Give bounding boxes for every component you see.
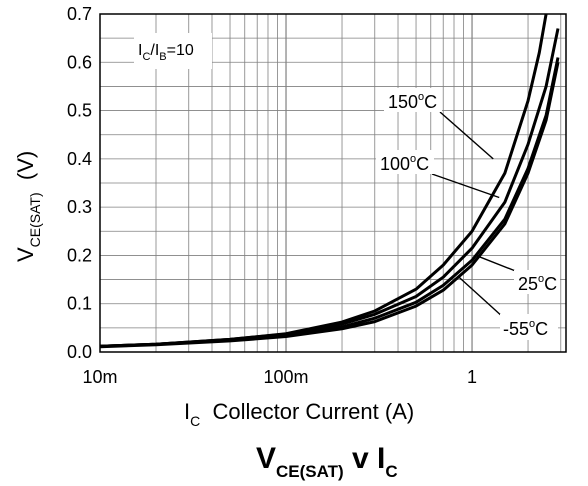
series-label-25-deg: o (538, 273, 544, 285)
series-label-150C: 150oC (384, 88, 442, 112)
chart-title-v: V (256, 442, 276, 475)
chart-title-mid: v I (344, 442, 386, 475)
leader-line-2 (475, 254, 519, 273)
chart-title: VCE(SAT) v IC (256, 442, 398, 481)
x-tick-label: 10m (82, 367, 117, 387)
series-label-minus55-value: -55 (503, 319, 529, 339)
condition-slash: /I (150, 42, 159, 59)
condition-label: IC/IB=10 (138, 42, 194, 63)
series-label-100-unit: C (416, 154, 429, 174)
condition-ib-sub: B (159, 51, 166, 63)
series-line-3 (100, 61, 560, 349)
leader-line-0 (439, 111, 494, 160)
series-label-100-value: 100 (380, 154, 410, 174)
series-label-150-unit: C (424, 92, 437, 112)
x-tick-label: 100m (264, 367, 309, 387)
y-tick-label: 0.0 (67, 342, 92, 362)
y-tick-label: 0.3 (67, 197, 92, 217)
condition-ic: I (138, 42, 142, 59)
label-leaders (431, 111, 519, 319)
y-tick-label: 0.7 (67, 4, 92, 24)
series-label-minus55-unit: C (535, 319, 548, 339)
condition-box (134, 33, 212, 69)
y-axis-label: VCE(SAT) (V) (13, 151, 43, 262)
x-tick-label: 1 (467, 367, 477, 387)
y-tick-label: 0.5 (67, 101, 92, 121)
y-axis-label-unit: (V) (13, 151, 38, 193)
series-label-minus55C: -55oC (500, 314, 558, 340)
y-tick-label: 0.6 (67, 52, 92, 72)
series-label-100-deg: o (410, 153, 416, 165)
condition-value: =10 (167, 42, 194, 59)
series-label-25C: 25oC (514, 270, 560, 294)
y-axis-label-v: V (13, 247, 38, 262)
leader-line-1 (431, 173, 500, 199)
series-label-25-unit: C (544, 274, 557, 294)
x-axis-label-i: I (184, 399, 190, 424)
series-line-1 (100, 28, 560, 348)
x-axis-label: IC Collector Current (A) (184, 399, 414, 429)
svg-text:25oC: 25oC (518, 273, 557, 294)
series-label-100C: 100oC (376, 150, 434, 174)
x-tick-labels: 10m 100m 1 (82, 367, 477, 387)
x-axis-label-sub: C (190, 413, 200, 429)
leader-line-3 (458, 276, 505, 319)
series-label-25-value: 25 (518, 274, 538, 294)
y-tick-label: 0.1 (67, 294, 92, 314)
y-tick-label: 0.4 (67, 149, 92, 169)
series-label-minus55-deg: o (529, 318, 535, 330)
chart-title-sub: CE(SAT) (276, 462, 344, 481)
svg-text:150oC: 150oC (388, 91, 437, 112)
series-label-150-value: 150 (388, 92, 418, 112)
condition-ic-sub: C (142, 51, 150, 63)
y-axis-label-sub: CE(SAT) (27, 192, 43, 247)
series-label-150-deg: o (418, 91, 424, 103)
svg-text:-55oC: -55oC (503, 318, 548, 339)
plot-frame (99, 13, 567, 353)
chart-title-sub2: C (385, 462, 397, 481)
y-tick-label: 0.2 (67, 245, 92, 265)
svg-text:100oC: 100oC (380, 153, 429, 174)
series-layer (100, 14, 560, 349)
x-axis-label-text: Collector Current (A) (200, 399, 414, 424)
y-tick-labels: 0.0 0.1 0.2 0.3 0.4 0.5 0.6 0.7 (67, 4, 92, 362)
